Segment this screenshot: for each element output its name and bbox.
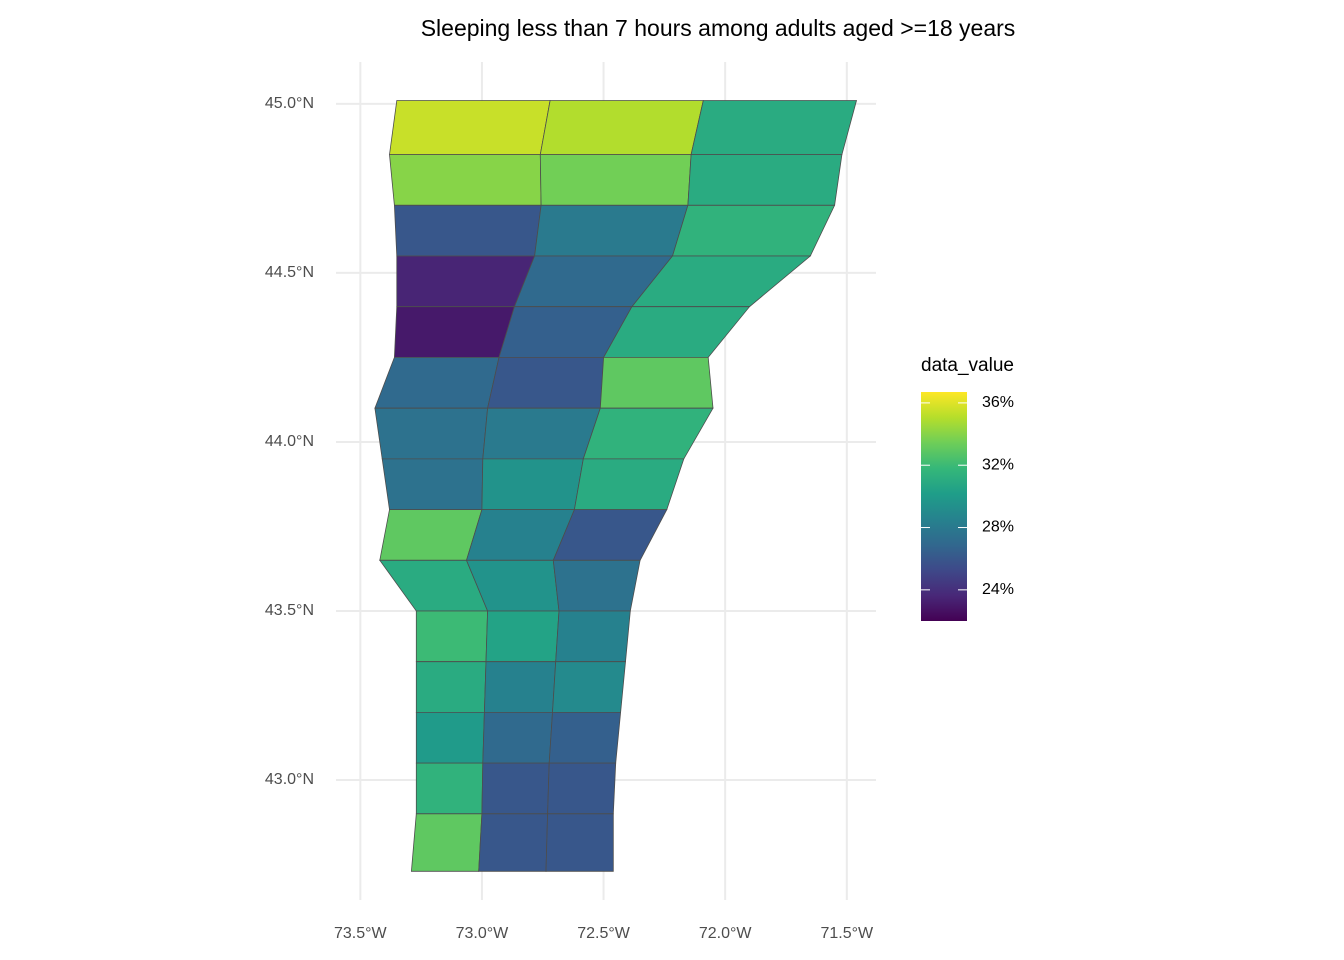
region: [381, 458, 484, 511]
region: [487, 356, 605, 409]
region: [482, 407, 601, 460]
region: [415, 661, 487, 713]
region: [548, 712, 622, 764]
region: [687, 154, 843, 206]
legend-label: 28%: [982, 519, 1014, 536]
x-tick-label: 72.0°W: [699, 925, 753, 942]
chart-title: Sleeping less than 7 hours among adults …: [421, 15, 1016, 41]
region: [415, 712, 485, 764]
region: [671, 204, 836, 257]
region: [545, 813, 614, 872]
region: [481, 458, 584, 511]
region: [539, 100, 704, 156]
legend-label: 32%: [982, 456, 1014, 473]
map-regions: [374, 100, 858, 872]
y-tick-label: 44.0°N: [265, 433, 314, 450]
region: [599, 356, 714, 409]
x-tick-label: 73.5°W: [334, 925, 388, 942]
y-tick-label: 44.5°N: [265, 264, 314, 281]
region: [410, 813, 483, 872]
region: [389, 100, 551, 156]
region: [379, 509, 483, 561]
x-tick-label: 71.5°W: [820, 925, 874, 942]
x-tick-label: 72.5°W: [577, 925, 631, 942]
region: [552, 661, 626, 713]
region: [478, 813, 549, 872]
region: [582, 407, 714, 460]
x-tick-label: 73.0°W: [456, 925, 510, 942]
region: [393, 306, 515, 358]
region: [483, 661, 557, 713]
region: [481, 762, 550, 815]
region: [415, 762, 484, 815]
region: [573, 458, 685, 511]
y-tick-label: 45.0°N: [265, 95, 314, 112]
region: [485, 610, 560, 663]
region: [415, 610, 489, 663]
region: [552, 559, 641, 612]
region: [539, 154, 692, 206]
region: [374, 356, 500, 409]
region: [555, 610, 631, 663]
colorbar: [921, 392, 967, 621]
region: [534, 204, 689, 257]
y-tick-label: 43.5°N: [265, 602, 314, 619]
region: [374, 407, 489, 460]
region: [396, 255, 536, 308]
region: [482, 712, 553, 764]
region: [389, 154, 542, 206]
region: [393, 204, 542, 257]
legend-title: data_value: [921, 355, 1014, 376]
legend-label: 36%: [982, 394, 1014, 411]
y-tick-label: 43.0°N: [265, 771, 314, 788]
legend-label: 24%: [982, 581, 1014, 598]
region: [547, 762, 617, 815]
region: [690, 100, 858, 156]
